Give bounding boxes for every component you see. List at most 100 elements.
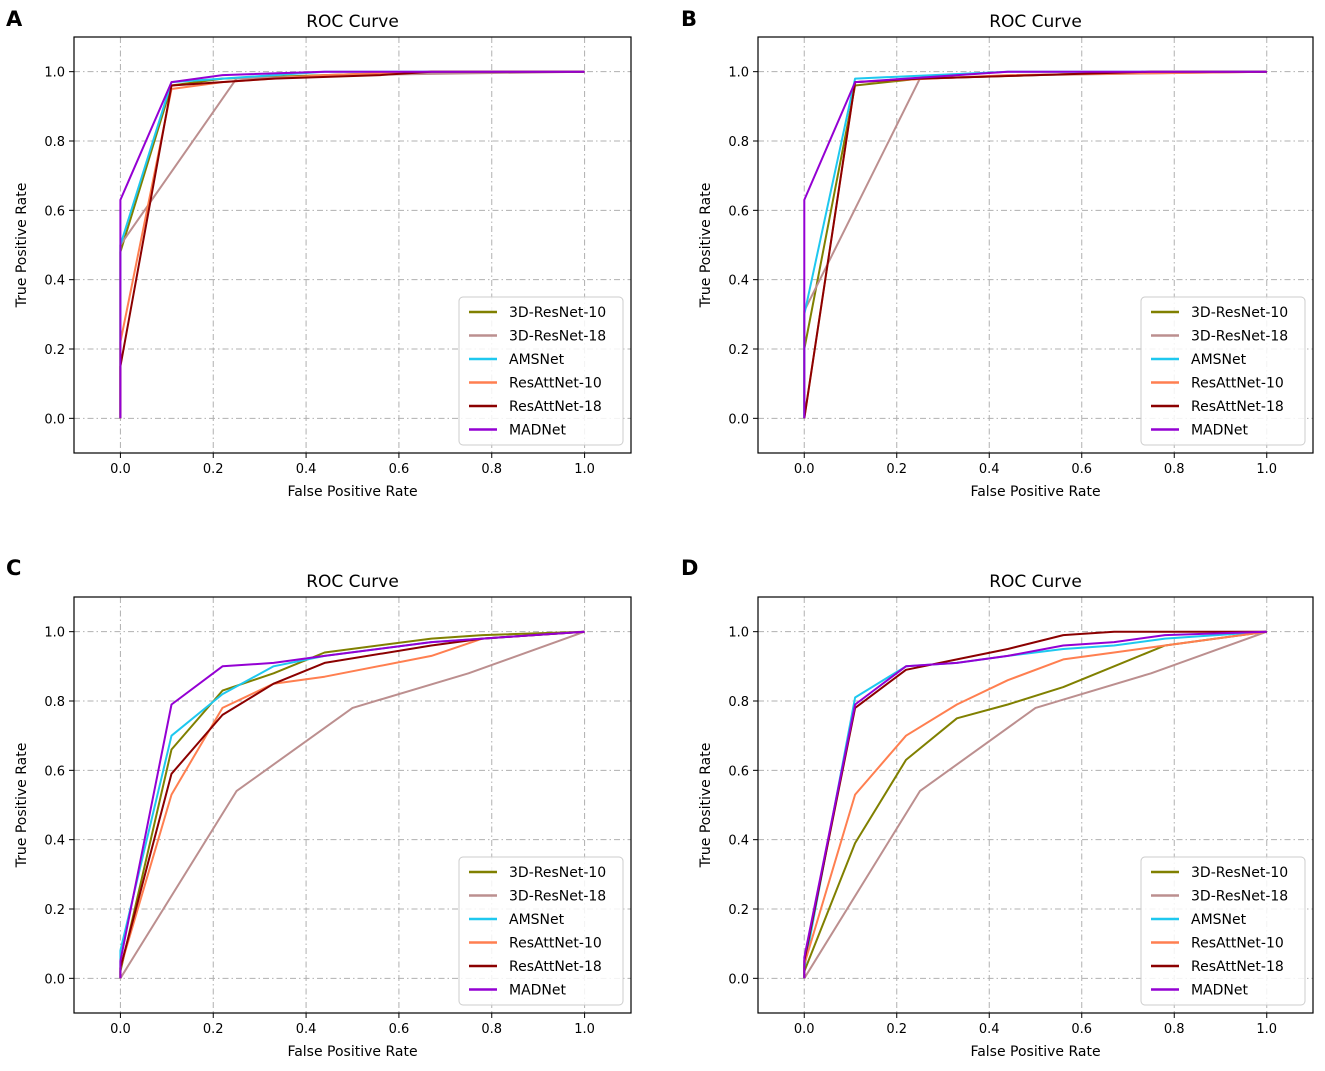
- legend-item: AMSNet: [1151, 912, 1247, 928]
- legend-item: 3D-ResNet-10: [469, 305, 606, 321]
- legend: 3D-ResNet-10 3D-ResNet-18 AMSNet ResAttNet-…: [458, 856, 624, 1006]
- y-tick-label: 0.0: [44, 972, 65, 987]
- legend-item: 3D-ResNet-18: [1151, 329, 1288, 345]
- legend-label: MADNet: [509, 983, 567, 999]
- legend-box: [458, 296, 624, 446]
- y-tick-label: 0.4: [44, 274, 65, 289]
- plot-frame: [73, 36, 632, 454]
- chart-title: ROC Curve: [989, 572, 1082, 592]
- y-tick-label: 0.4: [728, 274, 749, 289]
- panel-letter: D: [681, 556, 698, 580]
- y-tick-label: 1.0: [728, 66, 749, 81]
- chart-title: ROC Curve: [306, 572, 399, 592]
- x-tick-label: 0.4: [296, 462, 317, 477]
- y-tick-label: 0.6: [728, 764, 749, 779]
- legend-label: 3D-ResNet-10: [1191, 305, 1288, 321]
- legend-item: ResAttNet-10: [469, 936, 602, 952]
- legend-label: 3D-ResNet-18: [1191, 329, 1288, 345]
- x-axis-label: False Positive Rate: [287, 484, 417, 500]
- x-tick-label: 0.6: [1071, 462, 1092, 477]
- legend-item: MADNet: [469, 983, 567, 999]
- legend-item: MADNet: [1151, 983, 1249, 999]
- legend: 3D-ResNet-10 3D-ResNet-18 AMSNet ResAttNet-…: [1140, 856, 1306, 1006]
- y-tick-label: 0.4: [44, 834, 65, 849]
- y-axis-label: True Positive Rate: [698, 183, 714, 309]
- legend-item: ResAttNet-10: [469, 376, 602, 392]
- legend-label: 3D-ResNet-10: [509, 865, 606, 881]
- legend-label: AMSNet: [1191, 912, 1247, 928]
- y-tick-label: 0.8: [44, 135, 65, 150]
- y-tick-label: 1.0: [728, 626, 749, 641]
- series-line-madnet: [803, 630, 1267, 979]
- legend-item: AMSNet: [469, 912, 565, 928]
- legend: 3D-ResNet-10 3D-ResNet-18 AMSNet ResAttNet-…: [458, 296, 624, 446]
- y-tick-label: 0.2: [728, 343, 749, 358]
- x-tick-label: 0.8: [1164, 462, 1185, 477]
- x-tick-label: 0.4: [979, 1022, 1000, 1037]
- legend-box: [458, 856, 624, 1006]
- y-tick-label: 0.6: [44, 764, 65, 779]
- series-line-3d-resnet-10: [803, 630, 1267, 979]
- legend-label: ResAttNet-10: [509, 936, 602, 952]
- x-tick-label: 0.8: [481, 1022, 502, 1037]
- x-tick-label: 1.0: [1256, 462, 1277, 477]
- x-tick-label: 0.6: [389, 462, 410, 477]
- panel-letter: A: [6, 7, 23, 31]
- legend-label: ResAttNet-10: [1191, 376, 1284, 392]
- series-line-3d-resnet-10: [119, 630, 585, 979]
- legend-label: ResAttNet-18: [1191, 959, 1284, 975]
- legend-item: 3D-ResNet-10: [1151, 305, 1288, 321]
- x-tick-label: 0.4: [296, 1022, 317, 1037]
- legend-item: ResAttNet-10: [1151, 936, 1284, 952]
- legend-item: 3D-ResNet-18: [1151, 889, 1288, 905]
- y-tick-label: 0.2: [44, 343, 65, 358]
- y-tick-label: 0.0: [728, 972, 749, 987]
- x-tick-label: 0.2: [886, 462, 907, 477]
- series-line-madnet: [119, 630, 585, 979]
- series-line-resattnet-18: [119, 630, 585, 979]
- legend-item: 3D-ResNet-10: [1151, 865, 1288, 881]
- x-tick-label: 1.0: [574, 462, 595, 477]
- x-tick-label: 1.0: [574, 1022, 595, 1037]
- legend-label: MADNet: [1191, 983, 1249, 999]
- x-tick-label: 0.8: [1164, 1022, 1185, 1037]
- y-tick-label: 1.0: [44, 626, 65, 641]
- series-line-madnet: [803, 70, 1267, 419]
- y-axis-label: True Positive Rate: [698, 743, 714, 869]
- x-tick-label: 0.2: [886, 1022, 907, 1037]
- y-tick-label: 0.2: [728, 903, 749, 918]
- y-tick-label: 0.8: [44, 695, 65, 710]
- y-tick-label: 0.6: [728, 204, 749, 219]
- x-axis-label: False Positive Rate: [970, 484, 1100, 500]
- legend-label: 3D-ResNet-10: [1191, 865, 1288, 881]
- legend-label: AMSNet: [509, 912, 565, 928]
- legend-label: AMSNet: [1191, 352, 1247, 368]
- y-tick-label: 0.2: [44, 903, 65, 918]
- legend-item: ResAttNet-18: [1151, 399, 1284, 415]
- series-line-resattnet-10: [803, 630, 1267, 979]
- x-axis-label: False Positive Rate: [970, 1044, 1100, 1060]
- x-tick-label: 1.0: [1256, 1022, 1277, 1037]
- legend-label: 3D-ResNet-18: [1191, 889, 1288, 905]
- x-tick-label: 0.6: [389, 1022, 410, 1037]
- x-tick-label: 0.0: [794, 1022, 815, 1037]
- legend-item: 3D-ResNet-10: [469, 865, 606, 881]
- legend-item: 3D-ResNet-18: [469, 329, 606, 345]
- legend-label: ResAttNet-10: [509, 376, 602, 392]
- y-tick-label: 0.4: [728, 834, 749, 849]
- legend-item: ResAttNet-18: [469, 399, 602, 415]
- legend-label: 3D-ResNet-18: [509, 889, 606, 905]
- chart-title: ROC Curve: [306, 12, 399, 32]
- plot-frame: [73, 596, 632, 1014]
- legend-label: ResAttNet-10: [1191, 936, 1284, 952]
- plot-frame: [757, 596, 1314, 1014]
- legend-item: MADNet: [469, 423, 567, 439]
- y-axis-label: True Positive Rate: [14, 743, 30, 869]
- panel-letter: C: [6, 556, 21, 580]
- x-tick-label: 0.2: [203, 462, 224, 477]
- y-tick-label: 0.0: [728, 412, 749, 427]
- x-tick-label: 0.0: [110, 462, 131, 477]
- legend-label: ResAttNet-18: [509, 399, 602, 415]
- roc-panel-d: D ROC Curve 0.0 0.2 0.4 0.6 0.8 1.0 0.0 0.2 0.4 0.6…: [681, 556, 1314, 1060]
- plot-frame: [757, 36, 1314, 454]
